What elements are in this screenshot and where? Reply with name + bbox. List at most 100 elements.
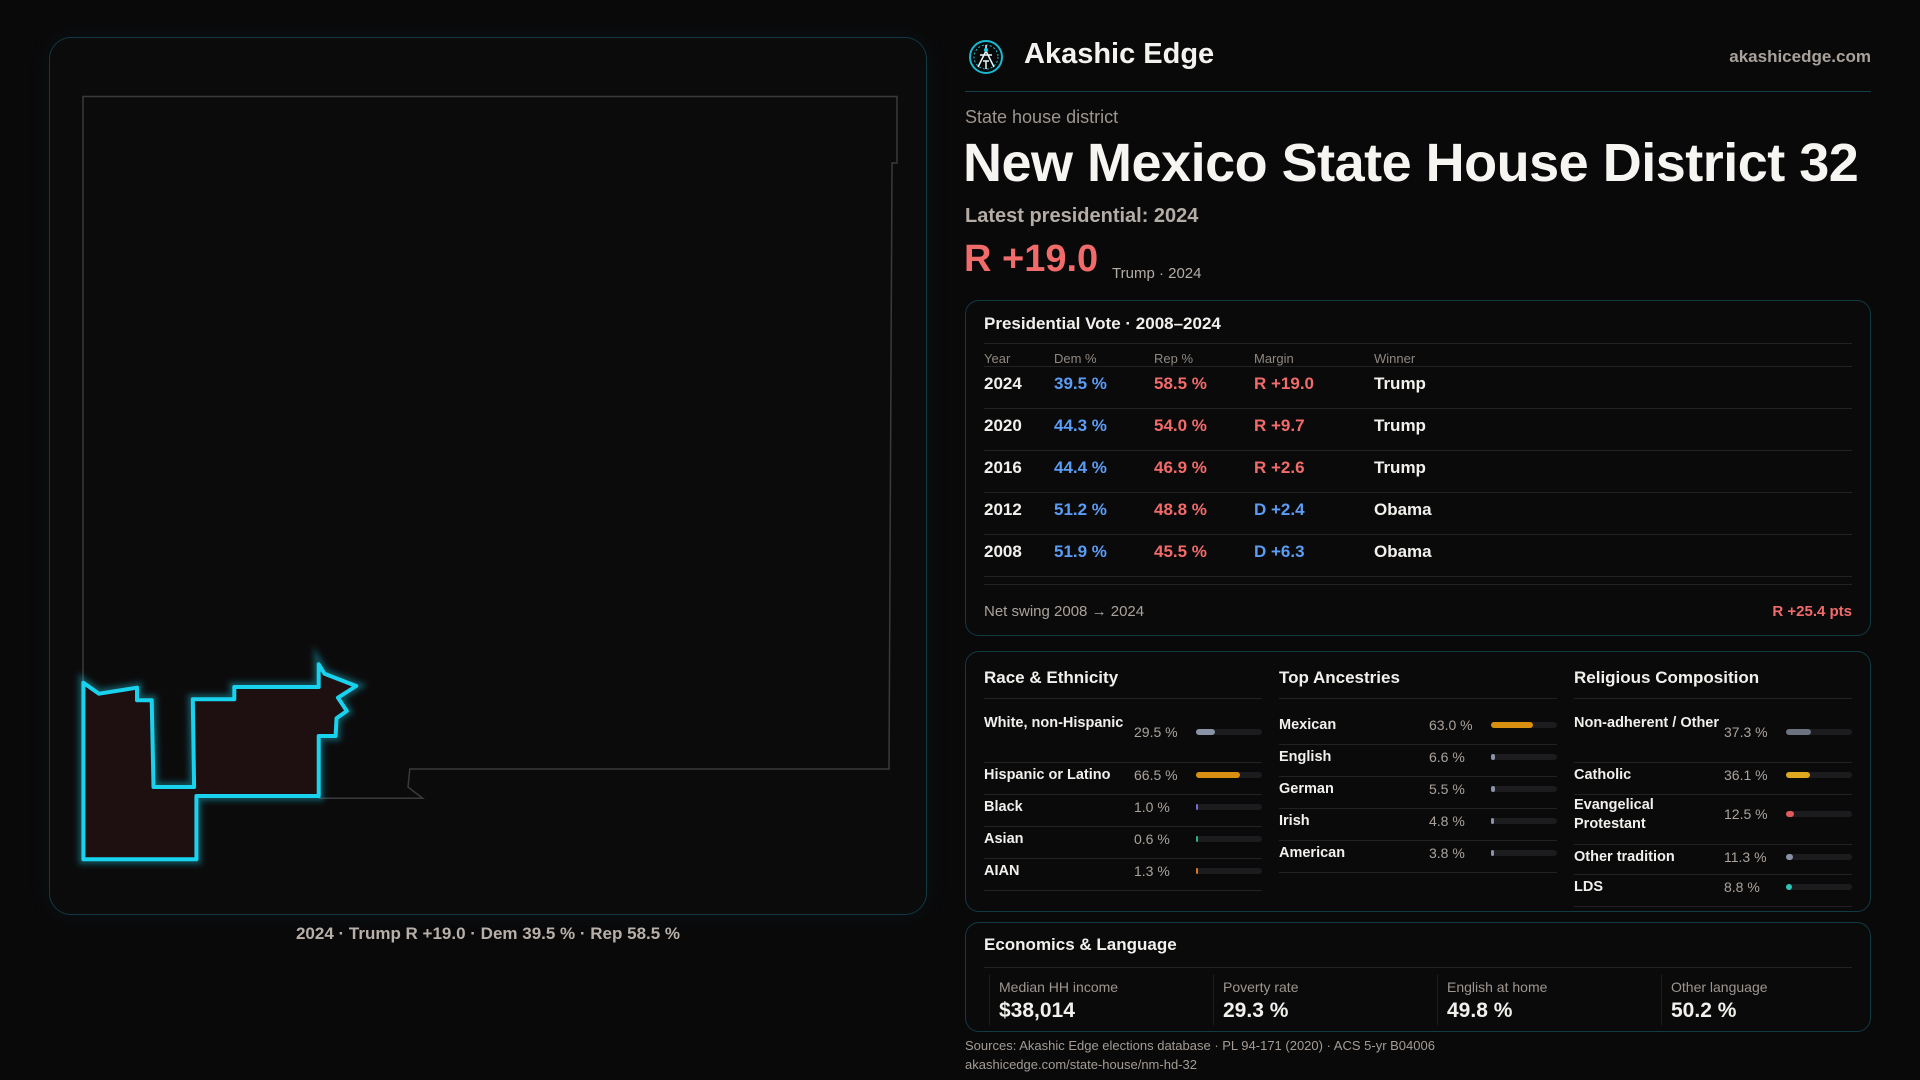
item-label: English xyxy=(1279,749,1332,765)
item-bar xyxy=(1491,722,1557,728)
divider xyxy=(984,967,1852,968)
row-divider xyxy=(1279,872,1557,873)
net-swing-value: R +25.4 pts xyxy=(1772,603,1852,620)
item-value: 29.5 % xyxy=(1134,724,1178,740)
demo-column-race-ethnicity: Race & Ethnicity White, non-Hispanic 29.5 … xyxy=(984,652,1262,911)
item-bar xyxy=(1196,804,1262,810)
rep-pct-cell: 54.0 % xyxy=(1154,416,1207,435)
stat-separator xyxy=(1661,975,1662,1025)
stat-value: $38,014 xyxy=(999,999,1075,1022)
card-title: Economics & Language xyxy=(984,935,1177,954)
winner-cell: Obama xyxy=(1374,500,1432,519)
row-divider xyxy=(984,762,1262,763)
page-title: New Mexico State House District 32 xyxy=(963,133,1859,193)
winner-cell: Obama xyxy=(1374,542,1432,561)
stat-value: 29.3 % xyxy=(1223,999,1289,1022)
district-32-shape[interactable] xyxy=(81,662,359,862)
stat-separator xyxy=(989,975,990,1025)
latest-presidential: Latest presidential: 2024 xyxy=(965,205,1199,227)
latest-margin-detail: Trump · 2024 xyxy=(1112,265,1202,282)
row-divider xyxy=(1574,906,1852,907)
item-value: 66.5 % xyxy=(1134,767,1178,783)
row-divider xyxy=(984,450,1852,451)
demo-column-top-ancestries: Top Ancestries Mexican 63.0 % English 6.6 % G… xyxy=(1279,652,1557,911)
item-bar xyxy=(1786,772,1852,778)
list-item: Irish 4.8 % xyxy=(1279,806,1557,838)
dem-pct-cell: 44.3 % xyxy=(1054,416,1107,435)
item-bar-fill xyxy=(1196,836,1198,842)
list-item: Asian 0.6 % xyxy=(984,824,1262,856)
item-value: 12.5 % xyxy=(1724,806,1768,822)
demo-column-religious-composition: Religious Composition Non-adherent / Othe… xyxy=(1574,652,1852,911)
table-row[interactable]: 2016 44.4 % 46.9 % R +2.6 Trump xyxy=(966,450,1870,492)
state-outline xyxy=(82,95,898,800)
item-bar-fill xyxy=(1491,722,1533,728)
permalink[interactable]: akashicedge.com/state-house/nm-hd-32 xyxy=(965,1057,1197,1072)
row-divider xyxy=(1279,840,1557,841)
table-row[interactable]: 2020 44.3 % 54.0 % R +9.7 Trump xyxy=(966,408,1870,450)
row-divider xyxy=(984,576,1852,577)
item-bar-fill xyxy=(1786,772,1810,778)
item-label: AIAN xyxy=(984,863,1020,879)
district-map[interactable] xyxy=(50,38,928,916)
table-row[interactable]: 2008 51.9 % 45.5 % D +6.3 Obama xyxy=(966,534,1870,576)
item-label: Catholic xyxy=(1574,767,1632,783)
row-divider xyxy=(984,366,1852,367)
item-bar xyxy=(1786,884,1852,890)
year-cell: 2016 xyxy=(984,458,1022,477)
stat-label: Poverty rate xyxy=(1223,979,1299,995)
item-bar xyxy=(1786,854,1852,860)
item-bar xyxy=(1786,811,1852,817)
brand-name: Akashic Edge xyxy=(1024,38,1215,70)
dem-pct-cell: 44.4 % xyxy=(1054,458,1107,477)
item-label: LDS xyxy=(1574,879,1603,895)
item-value: 0.6 % xyxy=(1134,831,1170,847)
map-caption: 2024 · Trump R +19.0 · Dem 39.5 % · Rep … xyxy=(295,924,681,943)
item-bar-fill xyxy=(1196,729,1216,735)
rep-pct-cell: 45.5 % xyxy=(1154,542,1207,561)
margin-cell: D +2.4 xyxy=(1254,500,1305,519)
row-divider xyxy=(984,408,1852,409)
list-item: English 6.6 % xyxy=(1279,742,1557,774)
item-bar-fill xyxy=(1491,850,1494,856)
item-bar xyxy=(1491,850,1557,856)
item-bar xyxy=(1196,772,1262,778)
year-cell: 2012 xyxy=(984,500,1022,519)
item-value: 6.6 % xyxy=(1429,749,1465,765)
item-bar-fill xyxy=(1196,804,1198,810)
list-item: AIAN 1.3 % xyxy=(984,856,1262,888)
winner-cell: Trump xyxy=(1374,458,1426,477)
row-divider xyxy=(984,492,1852,493)
net-swing-label: Net swing 2008 → 2024 xyxy=(984,603,1145,620)
row-divider xyxy=(984,794,1262,795)
row-divider xyxy=(984,826,1262,827)
table-row[interactable]: 2024 39.5 % 58.5 % R +19.0 Trump xyxy=(966,366,1870,408)
item-value: 63.0 % xyxy=(1429,717,1473,733)
item-label: Asian xyxy=(984,831,1024,847)
year-cell: 2024 xyxy=(984,374,1022,393)
site-link[interactable]: akashicedge.com xyxy=(1729,47,1871,66)
divider xyxy=(1574,698,1852,699)
item-value: 3.8 % xyxy=(1429,845,1465,861)
item-value: 11.3 % xyxy=(1724,849,1767,865)
table-row[interactable]: 2012 51.2 % 48.8 % D +2.4 Obama xyxy=(966,492,1870,534)
item-bar xyxy=(1196,836,1262,842)
item-bar xyxy=(1491,786,1557,792)
list-item: American 3.8 % xyxy=(1279,838,1557,870)
list-item: Mexican 63.0 % xyxy=(1279,710,1557,742)
item-label: White, non-Hispanic xyxy=(984,715,1124,731)
item-bar xyxy=(1491,754,1557,760)
dem-pct-cell: 39.5 % xyxy=(1054,374,1107,393)
stat-label: English at home xyxy=(1447,979,1548,995)
item-value: 5.5 % xyxy=(1429,781,1465,797)
economics-card: Economics & Language Median HH income $38… xyxy=(965,922,1871,1032)
item-label: American xyxy=(1279,845,1346,861)
district-map-panel[interactable] xyxy=(49,37,927,915)
presidential-vote-card: Presidential Vote · 2008–2024 Year Dem % R… xyxy=(965,300,1871,636)
item-value: 1.3 % xyxy=(1134,863,1170,879)
dem-pct-cell: 51.2 % xyxy=(1054,500,1107,519)
column-title: Top Ancestries xyxy=(1279,668,1400,687)
row-divider xyxy=(1574,762,1852,763)
column-header: Year xyxy=(984,351,1011,366)
list-item: Catholic 36.1 % xyxy=(1574,760,1852,792)
